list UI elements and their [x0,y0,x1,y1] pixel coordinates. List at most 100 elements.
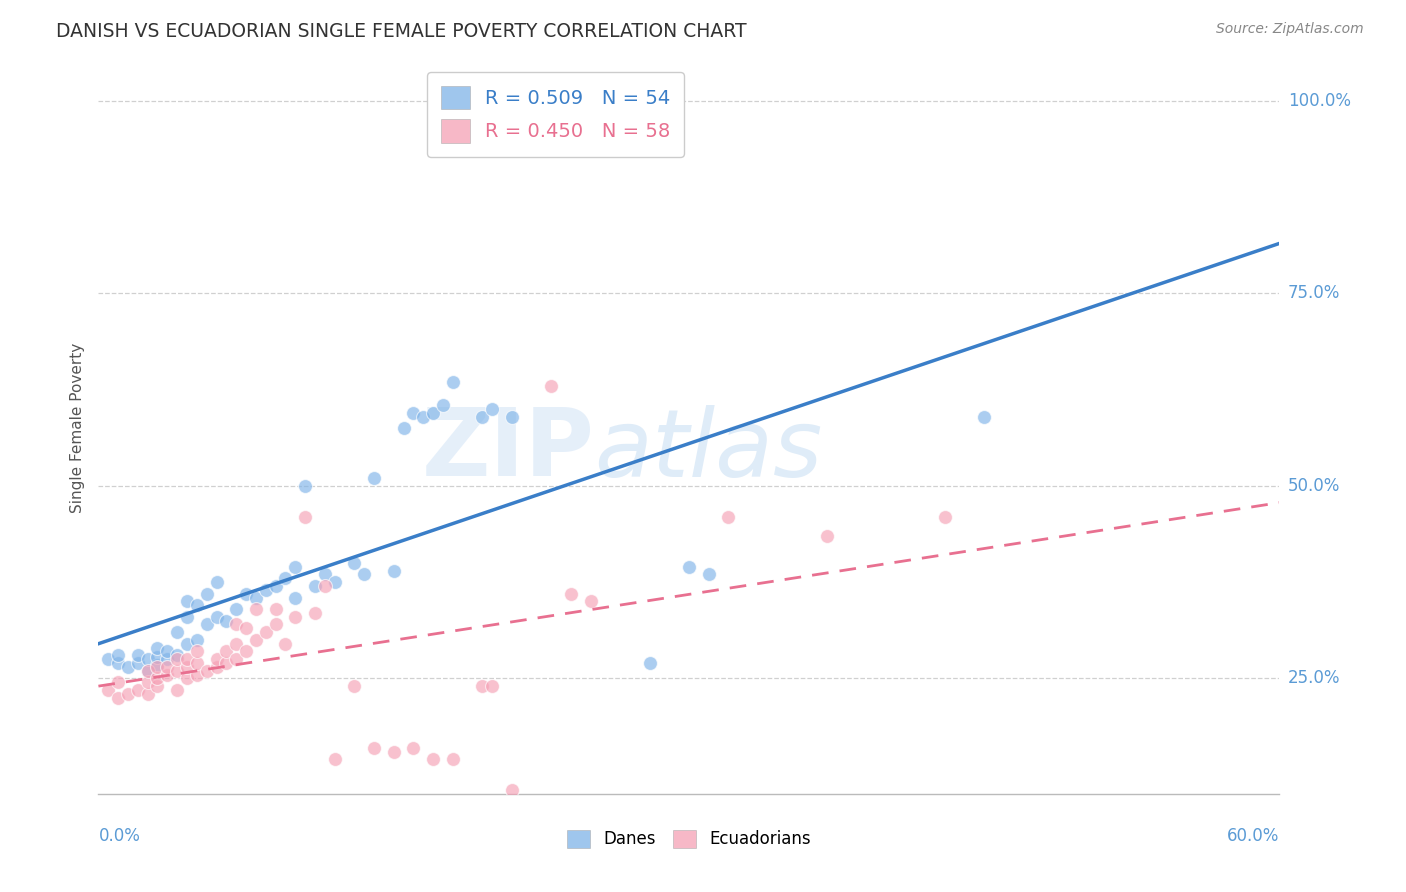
Text: 50.0%: 50.0% [1288,477,1340,495]
Point [254,582,277,597]
Point [136,675,159,690]
Point [402,740,425,755]
Point [107,690,129,705]
Point [156,644,179,658]
Point [264,617,287,632]
Point [638,656,661,670]
Point [166,625,188,640]
Point [127,648,149,663]
Point [166,648,188,663]
Point [274,637,297,651]
Point [225,602,247,616]
Point [235,621,257,635]
Point [717,509,740,524]
Point [481,679,503,693]
Point [205,660,228,674]
Point [245,632,267,647]
Point [412,409,434,424]
Point [176,660,198,674]
Point [501,409,523,424]
Point [215,614,238,628]
Point [107,675,129,690]
Point [146,679,169,693]
Point [363,740,385,755]
Point [235,587,257,601]
Point [284,609,307,624]
Point [156,667,179,681]
Point [205,609,228,624]
Point [146,640,169,655]
Point [97,652,120,666]
Point [294,479,316,493]
Point [136,652,159,666]
Point [264,579,287,593]
Text: Source: ZipAtlas.com: Source: ZipAtlas.com [1216,22,1364,37]
Point [146,660,169,674]
Text: 100.0%: 100.0% [1288,92,1351,110]
Point [225,652,247,666]
Point [186,599,208,613]
Point [166,682,188,697]
Point [697,567,720,582]
Point [284,591,307,605]
Point [314,567,336,582]
Point [540,379,562,393]
Point [127,656,149,670]
Point [156,652,179,666]
Point [382,745,405,759]
Point [245,602,267,616]
Point [225,617,247,632]
Point [304,579,326,593]
Text: ZIP: ZIP [422,404,595,496]
Point [215,656,238,670]
Point [560,587,582,601]
Point [284,559,307,574]
Point [136,664,159,678]
Point [432,398,454,412]
Point [973,409,995,424]
Point [274,571,297,585]
Y-axis label: Single Female Poverty: Single Female Poverty [69,343,84,513]
Point [117,687,139,701]
Point [166,664,188,678]
Point [205,652,228,666]
Point [382,564,405,578]
Point [186,667,208,681]
Point [107,656,129,670]
Point [323,752,346,766]
Point [215,644,238,658]
Point [441,752,464,766]
Point [195,617,218,632]
Point [186,656,208,670]
Point [392,421,415,435]
Point [107,648,129,663]
Point [235,644,257,658]
Point [481,401,503,416]
Text: 25.0%: 25.0% [1288,669,1340,688]
Point [176,637,198,651]
Point [146,672,169,686]
Point [815,529,838,543]
Point [176,672,198,686]
Text: DANISH VS ECUADORIAN SINGLE FEMALE POVERTY CORRELATION CHART: DANISH VS ECUADORIAN SINGLE FEMALE POVER… [56,22,747,41]
Point [245,591,267,605]
Point [195,664,218,678]
Point [156,660,179,674]
Point [343,556,366,570]
Point [176,594,198,608]
Point [422,406,444,420]
Legend: Danes, Ecuadorians: Danes, Ecuadorians [560,823,818,855]
Point [441,375,464,389]
Point [402,406,425,420]
Point [146,657,169,672]
Point [186,632,208,647]
Point [343,679,366,693]
Text: 75.0%: 75.0% [1288,285,1340,302]
Point [166,652,188,666]
Text: 60.0%: 60.0% [1227,827,1279,845]
Point [323,575,346,590]
Point [176,652,198,666]
Point [422,752,444,766]
Point [471,679,494,693]
Point [176,609,198,624]
